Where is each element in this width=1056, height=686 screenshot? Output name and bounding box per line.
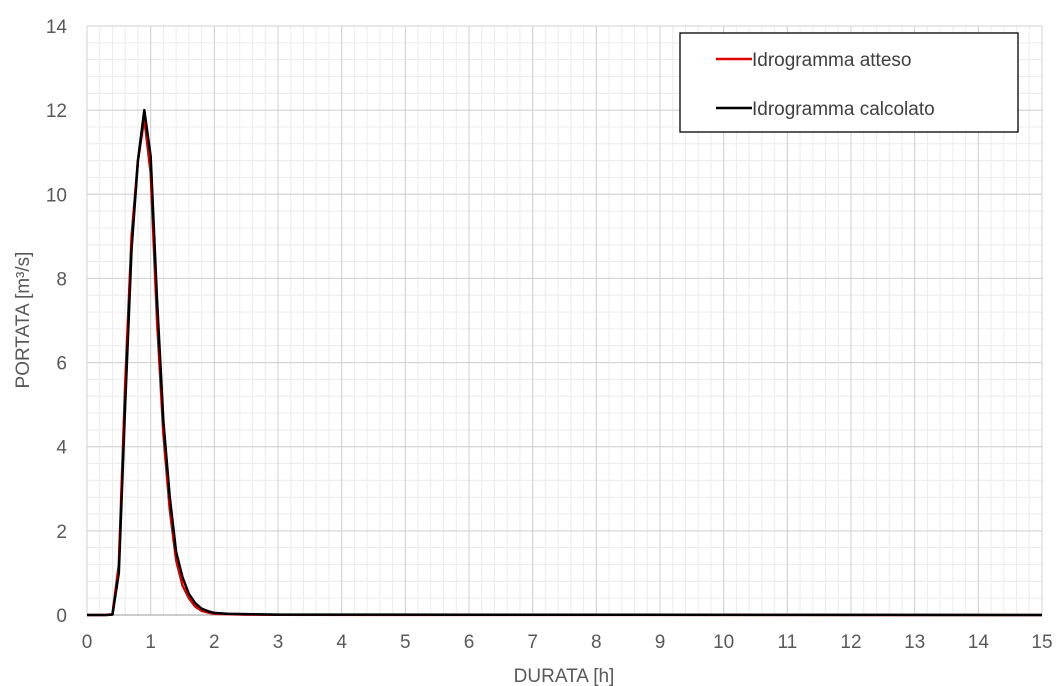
x-tick-label: 7 bbox=[527, 632, 538, 653]
y-tick-labels: 0 2 4 6 8 10 12 14 bbox=[46, 17, 68, 627]
x-tick-label: 10 bbox=[713, 632, 734, 653]
legend-label-idrogramma-calcolato: Idrogramma calcolato bbox=[752, 99, 935, 120]
x-tick-label: 11 bbox=[777, 632, 797, 653]
y-tick-label: 14 bbox=[46, 17, 68, 38]
y-axis-title: PORTATA [m³/s] bbox=[13, 252, 34, 389]
x-tick-labels: 0 1 2 3 4 5 6 7 8 9 10 11 12 13 14 15 bbox=[82, 632, 1053, 653]
y-tick-label: 0 bbox=[56, 606, 67, 627]
y-tick-label: 12 bbox=[46, 101, 67, 122]
x-tick-label: 2 bbox=[209, 632, 220, 653]
y-tick-label: 2 bbox=[56, 522, 67, 543]
y-tick-label: 4 bbox=[56, 438, 67, 459]
legend-box bbox=[679, 32, 1019, 133]
x-tick-label: 1 bbox=[145, 632, 156, 653]
y-tick-label: 10 bbox=[46, 185, 67, 206]
x-tick-label: 9 bbox=[655, 632, 666, 653]
x-tick-label: 4 bbox=[336, 632, 347, 653]
x-tick-label: 6 bbox=[464, 632, 475, 653]
y-tick-label: 8 bbox=[56, 269, 67, 290]
series-line-idrogramma-atteso bbox=[87, 117, 1043, 617]
legend: Idrogramma atteso Idrogramma calcolato bbox=[679, 32, 1019, 133]
y-tick-label: 6 bbox=[56, 354, 67, 375]
x-tick-label: 8 bbox=[591, 632, 602, 653]
x-tick-label: 12 bbox=[840, 632, 861, 653]
x-tick-label: 13 bbox=[904, 632, 925, 653]
series-layer bbox=[87, 108, 1043, 617]
x-tick-label: 15 bbox=[1031, 632, 1052, 653]
legend-label-idrogramma-atteso: Idrogramma atteso bbox=[752, 50, 911, 71]
x-tick-label: 5 bbox=[400, 632, 411, 653]
x-tick-label: 14 bbox=[968, 632, 990, 653]
x-tick-label: 3 bbox=[273, 632, 284, 653]
x-axis-title: DURATA [h] bbox=[514, 666, 615, 686]
x-tick-label: 0 bbox=[82, 632, 93, 653]
series-line-idrogramma-calcolato bbox=[87, 108, 1043, 617]
